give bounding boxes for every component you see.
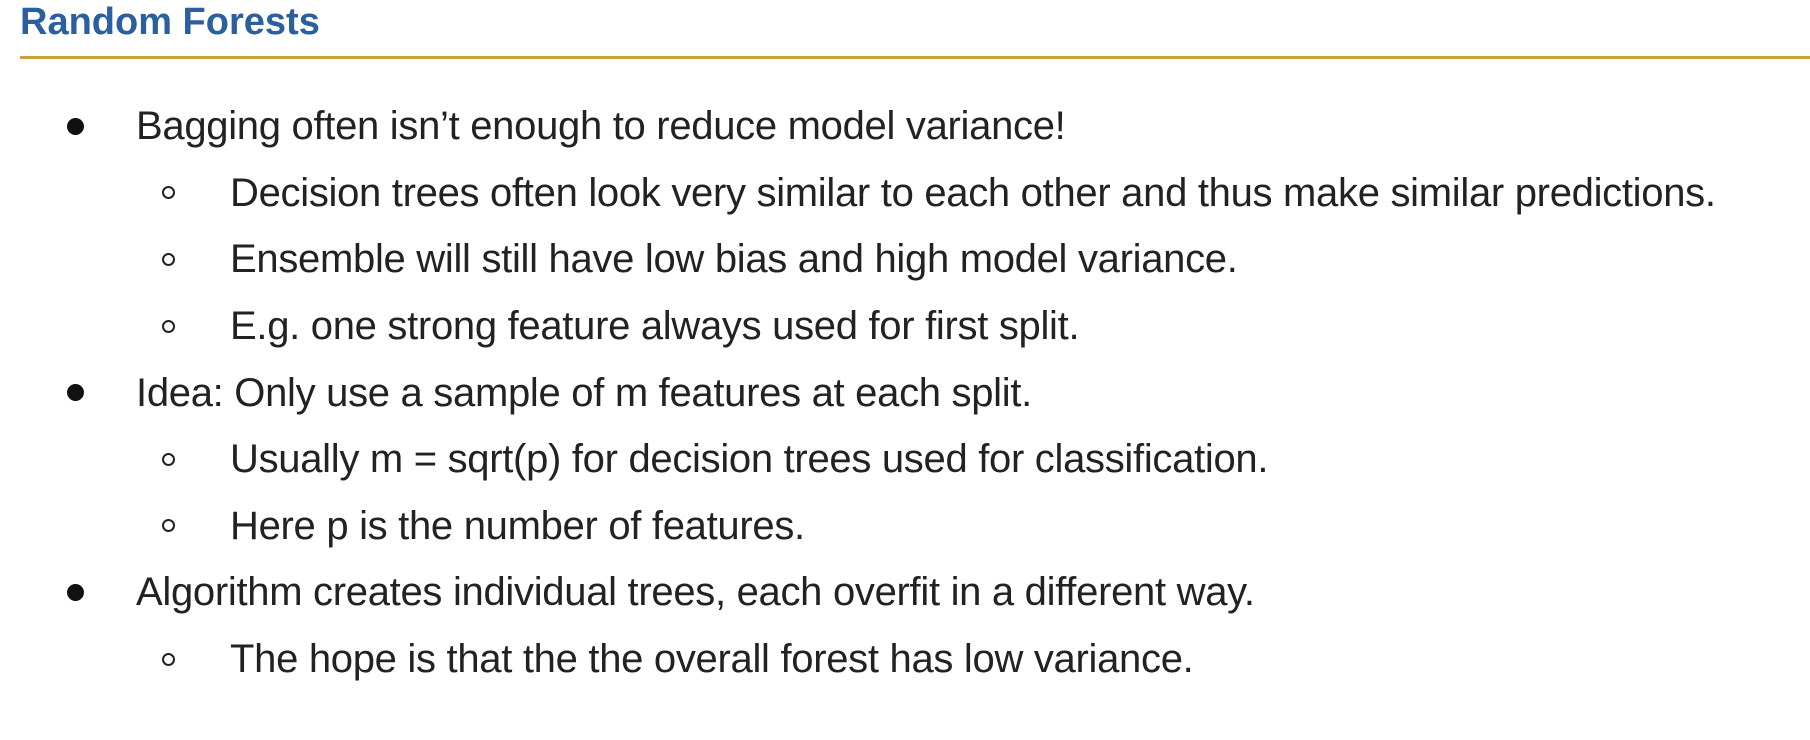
bullet-list: Bagging often isn’t enough to reduce mod… (0, 93, 1810, 692)
sub-bullet-text: Ensemble will still have low bias and hi… (230, 237, 1238, 282)
sub-bullet-item: The hope is that the the overall forest … (0, 626, 1810, 693)
sub-bullet-text: Decision trees often look very similar t… (230, 170, 1716, 215)
hollow-bullet-icon (162, 652, 175, 666)
filled-bullet-icon (67, 117, 84, 135)
sub-bullet-item: Ensemble will still have low bias and hi… (0, 226, 1810, 293)
sub-bullet-text: Here p is the number of features. (230, 503, 805, 548)
bullet-text: Idea: Only use a sample of m features at… (136, 370, 1032, 415)
sub-bullet-item: E.g. one strong feature always used for … (0, 293, 1810, 360)
filled-bullet-icon (67, 583, 84, 601)
sub-bullet-text: Usually m = sqrt(p) for decision trees u… (230, 437, 1269, 482)
hollow-bullet-icon (162, 252, 175, 266)
hollow-bullet-icon (162, 519, 175, 533)
filled-bullet-icon (67, 384, 84, 402)
bullet-item: Idea: Only use a sample of m features at… (0, 359, 1810, 426)
sub-bullet-item: Decision trees often look very similar t… (0, 160, 1810, 227)
hollow-bullet-icon (162, 319, 175, 333)
sub-bullet-item: Usually m = sqrt(p) for decision trees u… (0, 426, 1810, 493)
bullet-item: Algorithm creates individual trees, each… (0, 559, 1810, 626)
bullet-item: Bagging often isn’t enough to reduce mod… (0, 93, 1810, 160)
title-underline (20, 56, 1810, 59)
hollow-bullet-icon (162, 452, 175, 466)
hollow-bullet-icon (162, 186, 175, 200)
sub-bullet-text: The hope is that the the overall forest … (230, 637, 1194, 682)
slide-title: Random Forests (20, 1, 320, 43)
bullet-text: Algorithm creates individual trees, each… (136, 570, 1255, 615)
sub-bullet-text: E.g. one strong feature always used for … (230, 304, 1080, 349)
bullet-text: Bagging often isn’t enough to reduce mod… (136, 104, 1066, 149)
sub-bullet-item: Here p is the number of features. (0, 493, 1810, 560)
